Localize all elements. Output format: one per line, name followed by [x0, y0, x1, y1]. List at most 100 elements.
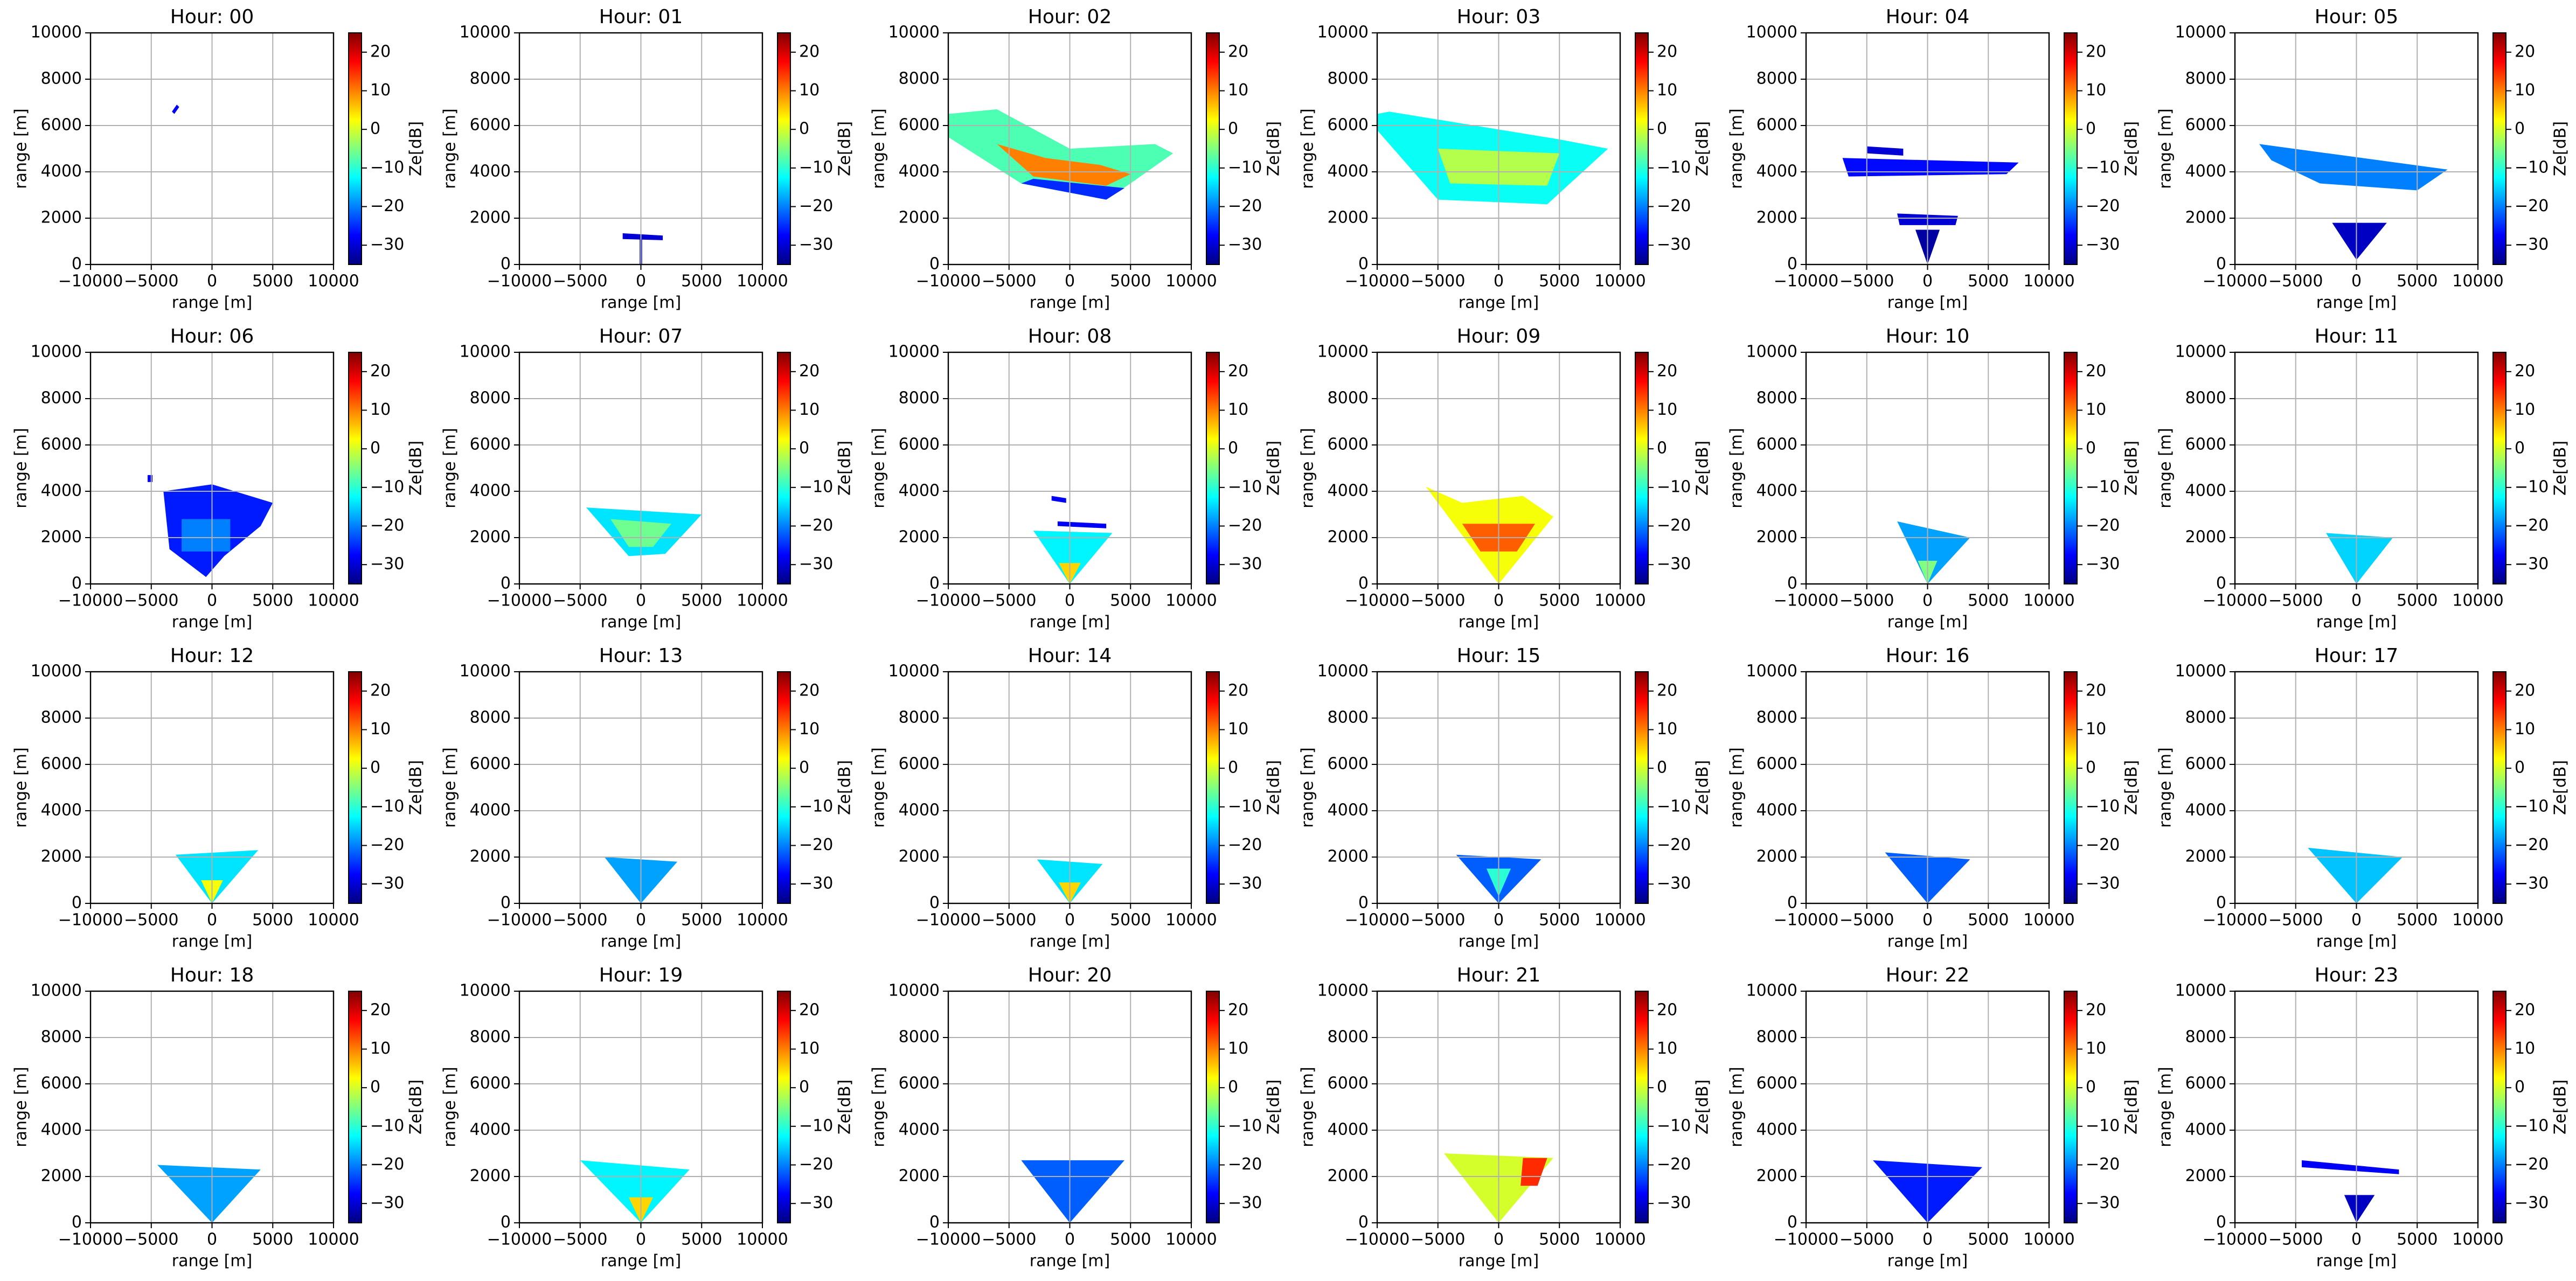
colorbar-tick-label: 0 — [1657, 120, 1667, 138]
y-tick-label: 6000 — [2185, 116, 2226, 135]
colorbar-tick-label: −20 — [2515, 836, 2549, 854]
panel: −10000 −5000 0 5000 10000 0 2000 4000 6000 8000 10… — [870, 6, 1283, 312]
x-tick-label: −5000 — [982, 911, 1036, 930]
colorbar-label: Ze[dB] — [836, 121, 855, 176]
y-tick-label: 10000 — [1317, 662, 1369, 681]
y-tick-label: 10000 — [460, 23, 511, 42]
panel-title: Hour: 08 — [1028, 325, 1112, 347]
y-tick-label: 0 — [72, 574, 82, 593]
colorbar-tick-label: 0 — [2086, 758, 2096, 777]
y-tick-label: 10000 — [2175, 981, 2226, 1000]
y-axis-label: range [m] — [12, 1067, 31, 1147]
x-tick-label: 5000 — [1539, 911, 1580, 930]
colorbar-tick-label: −20 — [2086, 836, 2120, 854]
y-tick-label: 4000 — [2185, 1120, 2226, 1139]
colorbar-tick-label: 0 — [1228, 439, 1238, 458]
x-tick-label: 10000 — [1165, 272, 1217, 291]
colorbar-label: Ze[dB] — [836, 441, 855, 496]
colorbar-tick-label: −30 — [799, 1194, 833, 1213]
colorbar — [1206, 32, 1220, 265]
y-tick-label: 8000 — [41, 389, 82, 408]
y-tick-label: 6000 — [1756, 435, 1797, 454]
colorbar-tick-label: 20 — [2086, 1000, 2106, 1019]
x-tick-label: −5000 — [2268, 272, 2323, 291]
colorbar-tick-label: 20 — [2515, 42, 2535, 61]
axes-frame — [947, 351, 1192, 585]
x-axis-label: range [m] — [1030, 1252, 1110, 1271]
y-tick-label: 2000 — [1328, 208, 1369, 227]
axes-frame — [518, 990, 763, 1224]
colorbar-tick-label: −20 — [2515, 516, 2549, 535]
colorbar-tick-label: −20 — [799, 836, 833, 854]
x-tick-label: −5000 — [2268, 1230, 2323, 1249]
y-tick-label: 4000 — [1328, 801, 1369, 820]
y-tick-label: 2000 — [899, 208, 940, 227]
x-tick-label: 0 — [636, 591, 646, 610]
colorbar-tick-label: −30 — [2086, 874, 2120, 893]
y-tick-label: 4000 — [41, 801, 82, 820]
y-tick-label: 2000 — [1756, 1167, 1797, 1186]
colorbar-tick-label: 0 — [2515, 439, 2525, 458]
axes-frame — [1805, 32, 2050, 266]
x-tick-label: −5000 — [1839, 591, 1894, 610]
colorbar-tick-label: −10 — [1657, 797, 1691, 816]
y-tick-label: 8000 — [41, 708, 82, 727]
y-tick-label: 4000 — [2185, 482, 2226, 500]
y-axis-label: range [m] — [870, 108, 888, 189]
colorbar-label: Ze[dB] — [1693, 441, 1712, 496]
echo-region — [1897, 521, 1970, 584]
x-tick-label: −5000 — [553, 911, 607, 930]
colorbar-tick-label: 10 — [799, 81, 820, 100]
echo-region — [1051, 496, 1066, 503]
x-tick-label: −10000 — [1774, 911, 1839, 930]
x-tick-label: 0 — [1494, 272, 1504, 291]
x-tick-label: −5000 — [1411, 911, 1465, 930]
colorbar-tick-label: −20 — [1657, 1155, 1691, 1174]
colorbar — [1206, 352, 1220, 584]
colorbar-tick-label: −20 — [1228, 1155, 1262, 1174]
colorbar-tick-label: −20 — [2515, 1155, 2549, 1174]
colorbar — [2064, 991, 2078, 1223]
x-tick-label: 5000 — [1539, 591, 1580, 610]
y-tick-label: 6000 — [1756, 116, 1797, 135]
colorbar-tick-label: −30 — [1228, 874, 1262, 893]
colorbar — [348, 32, 362, 265]
y-tick-label: 6000 — [41, 116, 82, 135]
x-tick-label: 5000 — [681, 272, 722, 291]
y-axis-label: range [m] — [2156, 747, 2175, 827]
y-tick-label: 2000 — [1756, 528, 1797, 547]
y-tick-label: 0 — [2216, 255, 2226, 274]
panel: −10000 −5000 0 5000 10000 0 2000 4000 6000 8000 10… — [870, 325, 1283, 632]
y-tick-label: 10000 — [1746, 981, 1797, 1000]
y-tick-label: 8000 — [1328, 389, 1369, 408]
y-tick-label: 10000 — [1746, 662, 1797, 681]
y-tick-label: 4000 — [1756, 801, 1797, 820]
x-tick-label: 0 — [1494, 591, 1504, 610]
panel-title: Hour: 18 — [170, 964, 254, 986]
panel-title: Hour: 10 — [1886, 325, 1969, 347]
y-tick-label: 8000 — [1756, 69, 1797, 88]
colorbar-tick-label: −20 — [2086, 516, 2120, 535]
panel-title: Hour: 19 — [599, 964, 683, 986]
x-tick-label: 5000 — [681, 1230, 722, 1249]
x-tick-label: −10000 — [58, 591, 123, 610]
axes-frame — [89, 32, 335, 266]
x-tick-label: 10000 — [2452, 911, 2503, 930]
colorbar-label: Ze[dB] — [1693, 760, 1712, 815]
colorbar — [348, 991, 362, 1223]
y-tick-label: 6000 — [899, 1074, 940, 1093]
y-tick-label: 10000 — [2175, 23, 2226, 42]
colorbar-label: Ze[dB] — [2122, 760, 2141, 815]
x-axis-label: range [m] — [601, 932, 681, 951]
x-tick-label: 5000 — [252, 591, 293, 610]
echo-region — [2326, 533, 2393, 584]
colorbar-tick-label: 20 — [799, 681, 820, 700]
x-tick-label: −10000 — [916, 272, 981, 291]
x-tick-label: 0 — [636, 272, 646, 291]
x-axis-label: range [m] — [601, 613, 681, 632]
x-tick-label: 10000 — [308, 272, 359, 291]
colorbar-tick-label: −20 — [1657, 197, 1691, 215]
colorbar-tick-label: 20 — [1228, 681, 1248, 700]
colorbar — [348, 352, 362, 584]
y-tick-label: 6000 — [1756, 1074, 1797, 1093]
